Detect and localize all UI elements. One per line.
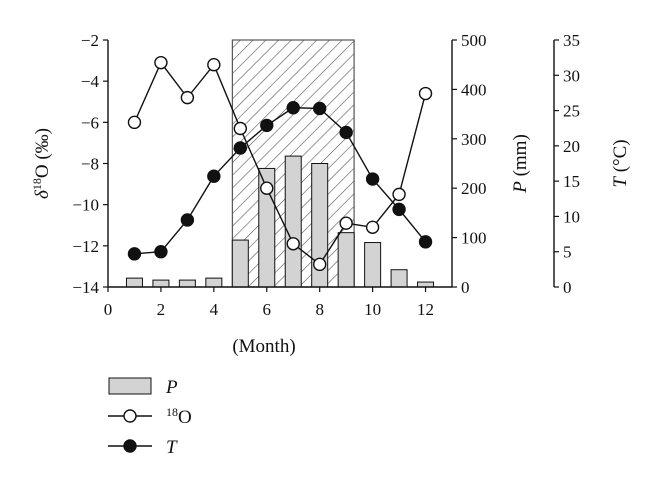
- x-tick-label: 4: [210, 300, 219, 319]
- point-T-5: [233, 141, 248, 155]
- legend-label: P: [165, 377, 178, 398]
- point-18O-10: [365, 220, 380, 235]
- right1-axis-label: P (mm): [510, 134, 531, 194]
- point-T-3: [180, 213, 195, 227]
- left-tick-label: −4: [81, 72, 100, 91]
- point-T-1: [127, 247, 142, 261]
- point-18O-7: [286, 237, 300, 251]
- right2-tick-label: 25: [563, 102, 580, 121]
- right2-tick-label: 10: [563, 207, 580, 226]
- left-tick-label: −8: [81, 155, 99, 174]
- point-T-4: [207, 169, 221, 183]
- bar-P-7: [284, 155, 302, 288]
- x-tick-label: 2: [157, 300, 166, 319]
- point-18O-8: [312, 257, 327, 272]
- bar-P-4: [205, 277, 223, 288]
- point-T-6: [260, 118, 274, 133]
- point-T-10: [365, 172, 380, 186]
- point-18O-1: [127, 115, 142, 130]
- right2-tick-label: 35: [563, 31, 580, 50]
- left-tick-label: −6: [81, 113, 99, 132]
- point-18O-2: [154, 55, 168, 70]
- x-tick-label: 10: [364, 300, 381, 319]
- line-T: [134, 107, 427, 255]
- line-18O: [133, 61, 427, 266]
- point-T-8: [312, 101, 327, 116]
- x-axis-label: (Month): [232, 336, 295, 357]
- point-18O-4: [207, 57, 221, 72]
- right2-axis-label: T (°C): [610, 139, 631, 187]
- legend-marker: [123, 409, 137, 423]
- legend: P 18O T: [108, 377, 192, 458]
- right1-tick-label: 300: [461, 130, 487, 149]
- bar-P-5: [231, 239, 249, 288]
- legend-marker: [123, 439, 137, 453]
- right1-tick-label: 100: [461, 229, 487, 248]
- legend-swatch-P: [108, 377, 152, 395]
- left-tick-label: −2: [81, 31, 99, 50]
- bar-P-1: [125, 277, 143, 288]
- bar-P-3: [178, 279, 196, 288]
- x-tick-label: 6: [263, 300, 272, 319]
- point-18O-11: [392, 187, 406, 202]
- point-18O-9: [339, 216, 353, 230]
- bar-P-12: [417, 281, 435, 288]
- bar-P-11: [390, 269, 408, 288]
- right1-tick-label: 0: [461, 278, 470, 297]
- point-18O-12: [418, 86, 433, 101]
- point-T-11: [392, 202, 406, 217]
- left-tick-label: −10: [72, 196, 99, 215]
- left-tick-label: −14: [72, 278, 99, 297]
- x-tick-label: 8: [315, 300, 324, 319]
- legend-label: 18O: [166, 405, 192, 428]
- point-T-12: [418, 235, 433, 249]
- point-T-7: [286, 101, 300, 115]
- x-tick-label: 0: [104, 300, 113, 319]
- axes: 0 2 4 6 8 10 12 (Month) −14 −12 −10 −8 −6 −4 −2 δ18O (‰…: [30, 31, 631, 357]
- right2-tick-label: 0: [563, 278, 572, 297]
- point-T-2: [154, 245, 168, 259]
- right1-tick-label: 500: [461, 31, 487, 50]
- right1-tick-label: 400: [461, 80, 487, 99]
- right2-tick-label: 5: [563, 243, 572, 262]
- right2-tick-label: 30: [563, 66, 580, 85]
- left-axis-label: δ18O (‰): [30, 128, 53, 199]
- bar-P-10: [364, 242, 382, 288]
- legend-label: T: [166, 437, 178, 458]
- left-tick-label: −12: [72, 237, 99, 256]
- point-18O-3: [180, 90, 195, 105]
- x-tick-label: 12: [417, 300, 434, 319]
- point-18O-5: [233, 121, 248, 136]
- bar-P-9: [337, 232, 355, 288]
- plot-area: [125, 39, 435, 288]
- right2-tick-label: 15: [563, 172, 580, 191]
- bar-P-2: [152, 279, 170, 288]
- right1-tick-label: 200: [461, 179, 487, 198]
- point-18O-6: [260, 181, 274, 195]
- right2-tick-label: 20: [563, 137, 580, 156]
- point-T-9: [339, 125, 353, 140]
